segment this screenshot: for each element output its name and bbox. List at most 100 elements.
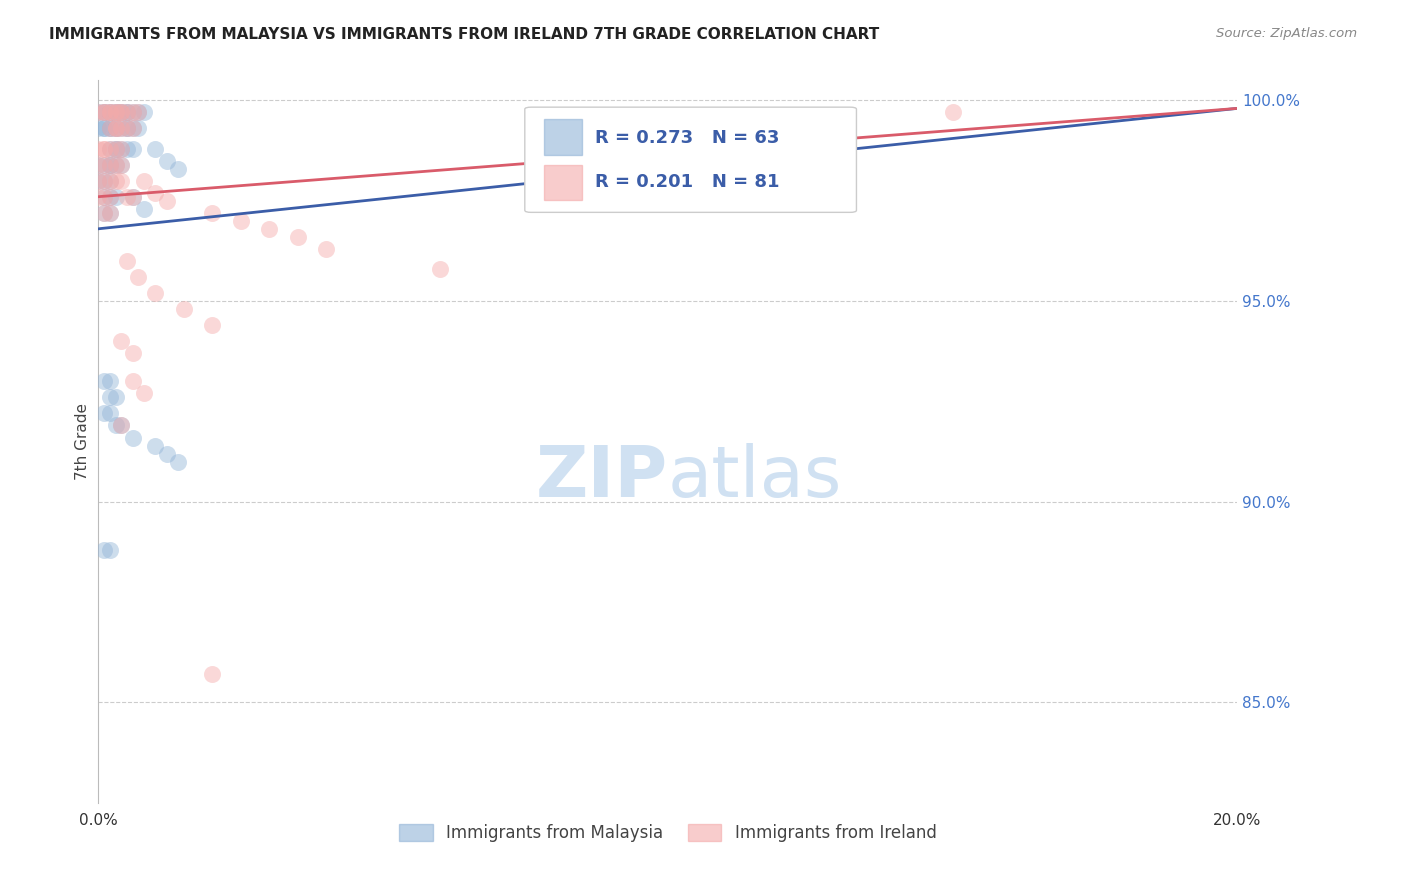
Point bbox=[156, 446, 179, 460]
Point bbox=[127, 121, 149, 136]
Point bbox=[167, 161, 190, 176]
Point bbox=[104, 142, 127, 156]
Point bbox=[87, 190, 110, 204]
Text: Source: ZipAtlas.com: Source: ZipAtlas.com bbox=[1216, 27, 1357, 40]
Point bbox=[98, 190, 121, 204]
Point bbox=[127, 270, 149, 285]
Point bbox=[93, 174, 115, 188]
Point bbox=[110, 105, 132, 120]
Point bbox=[93, 121, 115, 136]
Text: atlas: atlas bbox=[668, 443, 842, 512]
Point bbox=[115, 190, 138, 204]
Point bbox=[156, 153, 179, 168]
Point bbox=[110, 418, 132, 433]
Point bbox=[87, 174, 110, 188]
Point bbox=[98, 105, 121, 120]
Point bbox=[98, 158, 121, 172]
Point bbox=[98, 174, 121, 188]
Point bbox=[93, 121, 115, 136]
Point bbox=[121, 142, 143, 156]
Point bbox=[93, 158, 115, 172]
Point bbox=[201, 318, 224, 333]
Point bbox=[87, 105, 110, 120]
Point bbox=[110, 158, 132, 172]
Point bbox=[132, 174, 155, 188]
Point bbox=[110, 334, 132, 349]
Text: ZIP: ZIP bbox=[536, 443, 668, 512]
Point bbox=[121, 121, 143, 136]
Point bbox=[87, 121, 110, 136]
Point bbox=[115, 105, 138, 120]
Point bbox=[98, 190, 121, 204]
Point bbox=[93, 105, 115, 120]
Point bbox=[121, 430, 143, 444]
Point bbox=[132, 386, 155, 401]
Point bbox=[145, 286, 167, 301]
Point bbox=[93, 105, 115, 120]
Point bbox=[98, 543, 121, 558]
Point bbox=[145, 142, 167, 156]
Point bbox=[93, 407, 115, 421]
Point bbox=[121, 121, 143, 136]
Point bbox=[98, 121, 121, 136]
Point bbox=[167, 455, 190, 469]
Point bbox=[93, 105, 115, 120]
Point bbox=[121, 105, 143, 120]
Point bbox=[115, 142, 138, 156]
Point bbox=[104, 158, 127, 172]
Point bbox=[104, 121, 127, 136]
Point bbox=[98, 407, 121, 421]
Point bbox=[98, 374, 121, 388]
Legend: Immigrants from Malaysia, Immigrants from Ireland: Immigrants from Malaysia, Immigrants fro… bbox=[392, 817, 943, 848]
Point bbox=[104, 190, 127, 204]
Point bbox=[98, 158, 121, 172]
Point bbox=[98, 105, 121, 120]
Point bbox=[115, 121, 138, 136]
Point bbox=[145, 186, 167, 200]
Point bbox=[93, 142, 115, 156]
Point bbox=[104, 121, 127, 136]
Point bbox=[110, 105, 132, 120]
Point bbox=[98, 142, 121, 156]
Point bbox=[121, 190, 143, 204]
Point bbox=[110, 105, 132, 120]
Point bbox=[87, 105, 110, 120]
Point bbox=[87, 158, 110, 172]
Point bbox=[156, 194, 179, 208]
Point bbox=[201, 206, 224, 220]
Point bbox=[93, 206, 115, 220]
Point bbox=[98, 121, 121, 136]
Point bbox=[104, 142, 127, 156]
Point bbox=[93, 206, 115, 220]
Point bbox=[98, 105, 121, 120]
Point bbox=[132, 202, 155, 216]
Point bbox=[87, 142, 110, 156]
Point bbox=[104, 174, 127, 188]
Point bbox=[121, 105, 143, 120]
Point bbox=[110, 418, 132, 433]
Point bbox=[110, 158, 132, 172]
Point bbox=[93, 374, 115, 388]
Point bbox=[98, 105, 121, 120]
Point bbox=[110, 105, 132, 120]
Point bbox=[98, 142, 121, 156]
Point bbox=[104, 105, 127, 120]
Point bbox=[429, 262, 451, 277]
Text: IMMIGRANTS FROM MALAYSIA VS IMMIGRANTS FROM IRELAND 7TH GRADE CORRELATION CHART: IMMIGRANTS FROM MALAYSIA VS IMMIGRANTS F… bbox=[49, 27, 880, 42]
Point bbox=[942, 105, 965, 120]
Point bbox=[104, 105, 127, 120]
Point bbox=[315, 242, 337, 256]
Point bbox=[121, 190, 143, 204]
Point bbox=[173, 301, 195, 317]
Point bbox=[115, 105, 138, 120]
Y-axis label: 7th Grade: 7th Grade bbox=[75, 403, 90, 480]
Point bbox=[104, 142, 127, 156]
Point bbox=[115, 105, 138, 120]
Point bbox=[93, 190, 115, 204]
Point bbox=[104, 121, 127, 136]
Point bbox=[98, 174, 121, 188]
Point bbox=[110, 142, 132, 156]
Point bbox=[87, 158, 110, 172]
Point bbox=[287, 230, 309, 244]
Point bbox=[104, 121, 127, 136]
